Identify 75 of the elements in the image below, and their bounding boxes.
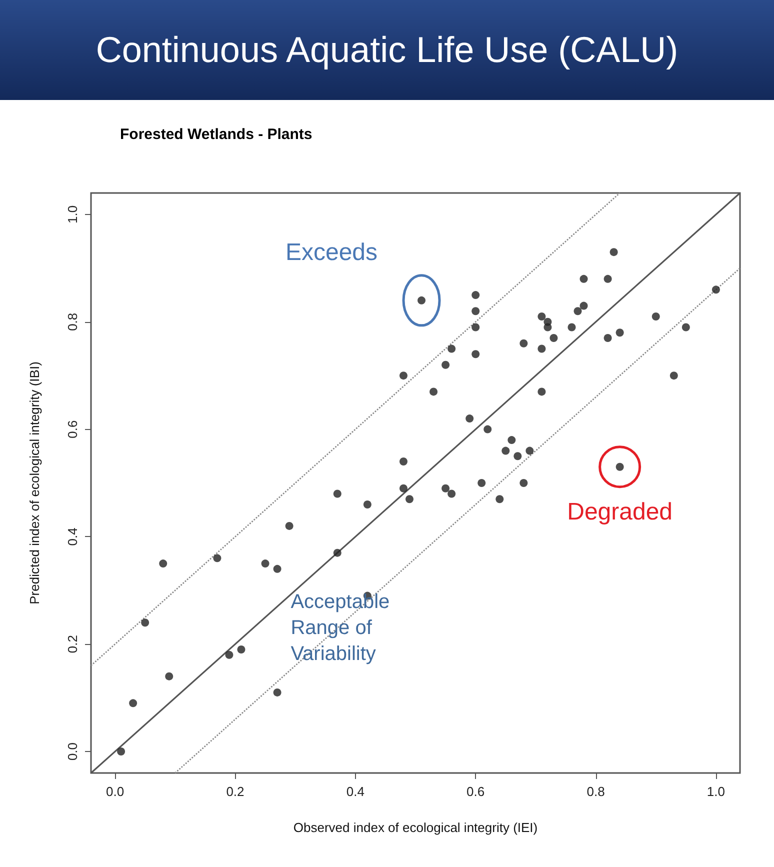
chart-title: Continuous Aquatic Life Use (CALU) <box>0 0 774 100</box>
point <box>273 564 282 573</box>
y-tick-label: 0.8 <box>65 312 80 331</box>
point <box>333 490 342 498</box>
point <box>580 302 588 310</box>
point <box>682 323 690 332</box>
point <box>261 560 270 568</box>
y-tick-label: 0.0 <box>65 742 80 761</box>
point <box>484 425 492 434</box>
y-tick-label: 1.0 <box>65 205 80 224</box>
point <box>363 500 372 508</box>
point <box>544 323 552 332</box>
point <box>580 274 588 283</box>
x-axis-title: Observed index of ecological integrity (IEI) <box>293 820 538 835</box>
annotation: Exceeds <box>285 238 378 266</box>
point <box>273 688 282 696</box>
point <box>237 645 246 654</box>
y-axis-title: Predicted index of ecological integrity (IBI) <box>27 362 42 604</box>
point <box>418 296 426 304</box>
point <box>538 388 546 396</box>
point <box>538 312 546 321</box>
point <box>430 388 438 396</box>
point <box>141 618 150 627</box>
point <box>526 446 534 455</box>
point <box>520 339 528 348</box>
point <box>448 490 456 498</box>
point <box>472 350 480 358</box>
y-tick-label: 0.2 <box>65 635 80 654</box>
point <box>448 344 456 353</box>
point <box>574 307 582 316</box>
point <box>399 458 408 466</box>
point <box>285 522 294 530</box>
point <box>478 479 486 487</box>
point <box>117 748 126 756</box>
point <box>399 484 408 492</box>
x-tick-label: 1.0 <box>706 784 725 799</box>
point <box>538 344 546 353</box>
x-tick-label: 0.6 <box>466 784 485 799</box>
point <box>399 372 408 380</box>
point <box>472 307 480 316</box>
point <box>213 554 222 562</box>
point <box>712 286 720 294</box>
point <box>652 312 660 321</box>
point <box>496 495 504 504</box>
point <box>333 548 342 557</box>
point <box>616 328 624 337</box>
x-tick-label: 0.0 <box>106 784 124 799</box>
point <box>129 699 138 708</box>
point <box>550 334 558 342</box>
point <box>502 446 510 455</box>
point <box>604 334 612 342</box>
point <box>442 360 450 369</box>
annotation: Degraded <box>567 498 673 526</box>
point <box>406 495 414 504</box>
x-tick-label: 0.8 <box>586 784 605 799</box>
point <box>472 323 480 332</box>
point <box>508 436 516 444</box>
chart-subtitle: Forested Wetlands - Plants <box>120 126 312 143</box>
point <box>604 274 612 283</box>
point <box>159 560 168 568</box>
y-tick-label: 0.6 <box>65 420 80 438</box>
point <box>472 291 480 300</box>
annotation: Acceptable Range of Variability <box>290 591 390 665</box>
x-tick-label: 0.4 <box>346 784 364 799</box>
point <box>568 323 576 332</box>
y-tick-label: 0.4 <box>65 528 80 546</box>
point <box>165 672 174 680</box>
point <box>520 479 528 487</box>
x-tick-label: 0.2 <box>226 784 244 799</box>
point <box>670 372 678 380</box>
point <box>442 484 450 492</box>
point <box>514 452 522 460</box>
point <box>610 248 618 256</box>
point <box>466 414 474 423</box>
point <box>225 650 234 659</box>
